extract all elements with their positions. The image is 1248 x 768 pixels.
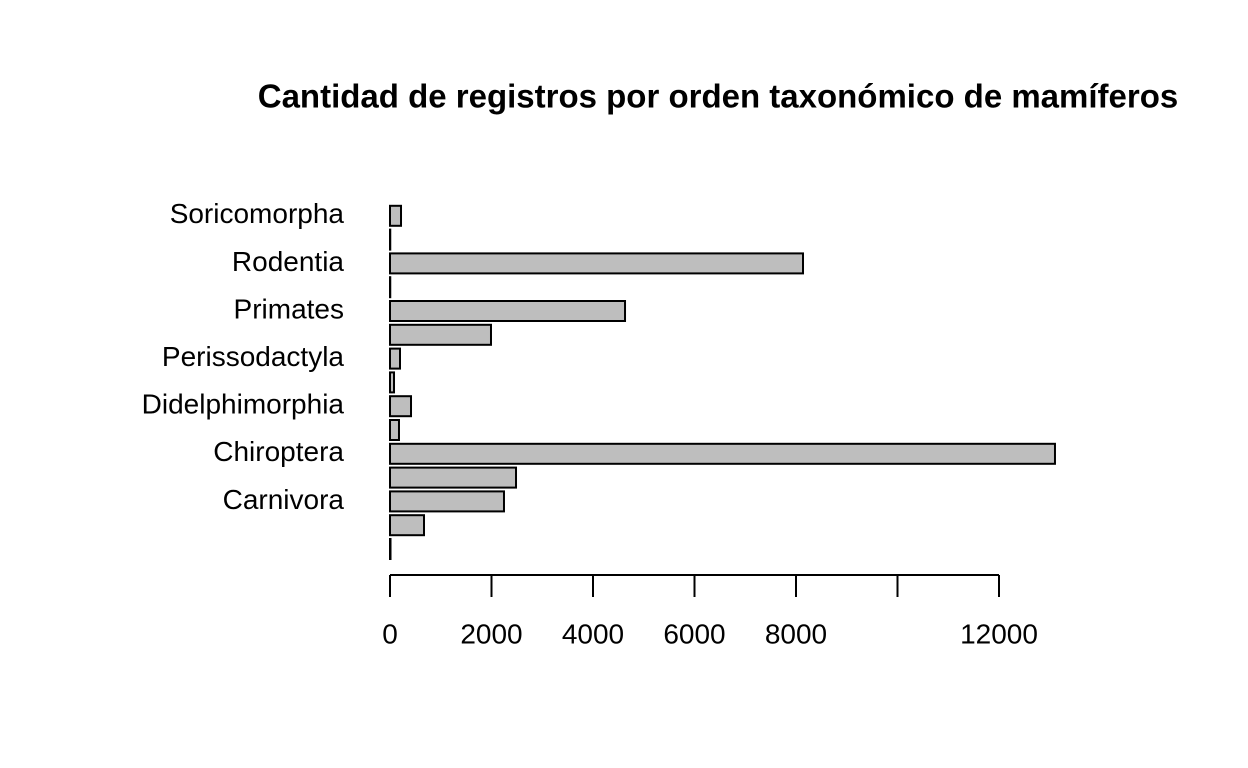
x-tick-label: 0 bbox=[382, 618, 398, 649]
x-tick-label: 12000 bbox=[960, 618, 1038, 649]
bar bbox=[389, 204, 403, 227]
bar bbox=[389, 300, 627, 322]
bar bbox=[389, 347, 401, 370]
bar bbox=[389, 442, 1056, 465]
y-tick-label: Rodentia bbox=[232, 246, 345, 277]
bar bbox=[389, 419, 400, 441]
y-tick-label: Carnivora bbox=[223, 484, 345, 515]
bar bbox=[389, 252, 805, 275]
x-tick-label: 6000 bbox=[663, 618, 725, 649]
x-tick-label: 4000 bbox=[562, 618, 624, 649]
bar bbox=[389, 395, 413, 418]
y-tick-label: Soricomorpha bbox=[170, 198, 345, 229]
chart-title: Cantidad de registros por orden taxonómi… bbox=[258, 78, 1179, 115]
bar bbox=[389, 514, 426, 537]
y-tick-label: Chiroptera bbox=[213, 436, 344, 467]
y-tick-label: Didelphimorphia bbox=[142, 389, 345, 420]
bar bbox=[389, 538, 392, 560]
x-tick-label: 2000 bbox=[460, 618, 522, 649]
bar bbox=[389, 323, 492, 346]
bar bbox=[389, 466, 518, 489]
x-tick-label: 8000 bbox=[765, 618, 827, 649]
bar bbox=[389, 490, 505, 513]
bar bbox=[389, 371, 396, 394]
y-tick-label: Perissodactyla bbox=[162, 341, 345, 372]
y-tick-label: Primates bbox=[234, 293, 344, 324]
